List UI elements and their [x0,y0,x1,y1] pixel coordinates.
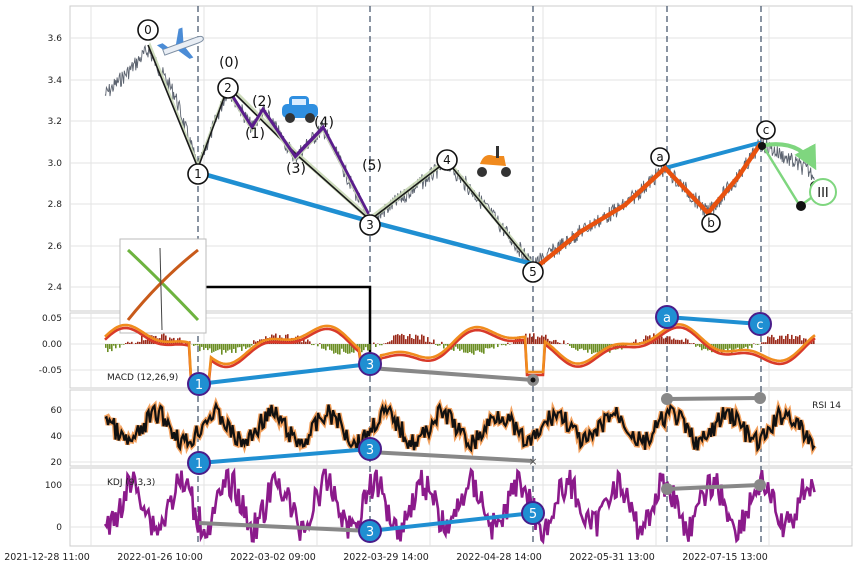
y-tick-label: 100 [45,481,62,491]
x-tick-label: 2022-07-15 13:00 [682,552,768,563]
svg-text:1: 1 [194,167,202,181]
svg-text:c: c [763,123,770,137]
svg-text:3: 3 [366,443,374,458]
wave-label-2: 2 [218,78,238,98]
indicator-marker-1: 1 [188,452,210,474]
y-tick-label: 3.2 [48,117,62,127]
rsi-x-marker: × [528,455,537,468]
svg-text:5: 5 [529,265,537,279]
x-tick-label: 2022-03-02 09:00 [230,552,316,563]
x-tick-labels: 2021-12-28 11:00 2022-01-26 10:00 2022-03-… [4,552,768,563]
svg-text:1: 1 [195,457,203,472]
x-tick-label: 2022-03-29 14:00 [343,552,429,563]
sub-wave-label: (3) [286,161,306,177]
x-tick-label: 2021-12-28 11:00 [4,552,90,563]
rsi-gray-dot-a [661,393,673,405]
svg-text:c: c [756,318,763,333]
corrective-label-b: b [702,214,720,232]
sub-wave-label: (5) [362,158,382,174]
y-tick-label: 3.6 [48,34,63,44]
x-tick-label: 2022-05-31 13:00 [569,552,655,563]
svg-text:5: 5 [529,507,537,522]
wave-label-4: 4 [437,150,457,170]
svg-text:3: 3 [366,218,374,232]
y-tick-label: 0 [56,523,62,533]
y-tick-label: 2.8 [48,200,63,210]
y-tick-label: 0.05 [42,314,62,324]
wave-label-5: 5 [523,262,543,282]
macd-label: MACD (12,26,9) [107,373,178,383]
corrective-label-c: c [757,121,775,139]
projection-label: III [810,179,836,205]
rsi-label: RSI 14 [812,401,841,411]
projection-dot-top [758,142,766,150]
kdj-label: KDJ (9,3,3) [107,478,155,488]
rsi-divergence-gray-2 [667,398,760,399]
y-tick-label: 3.0 [48,159,63,169]
thumbnail-chart-icon [120,239,206,333]
y-tick-labels: 3.6 3.4 3.2 3.0 2.8 2.6 2.4 0.05 0.00 -0.05 60 40 20… [39,34,63,533]
y-tick-label: 40 [51,432,63,442]
macd-gray-dot-inner [531,378,536,383]
indicator-marker-1: 1 [188,373,210,395]
y-tick-label: 2.6 [48,242,63,252]
indicator-marker-3: 3 [359,353,381,375]
wave-label-0: 0 [138,20,158,40]
svg-text:a: a [656,150,663,164]
corrective-label-a: a [651,148,669,166]
y-tick-label: 2.4 [48,283,63,293]
indicator-marker-a: a [656,306,678,328]
projection-dot-low [796,201,806,211]
sub-wave-label: (0) [219,55,239,71]
svg-text:3: 3 [366,525,374,540]
indicator-marker-3: 3 [359,438,381,460]
wave-label-3: 3 [360,215,380,235]
indicator-marker-c: c [749,313,771,335]
sub-wave-label: (4) [314,115,334,131]
wave-label-1: 1 [188,164,208,184]
x-tick-label: 2022-01-26 10:00 [117,552,203,563]
svg-text:1: 1 [195,378,203,393]
indicator-marker-3: 3 [359,520,381,542]
svg-text:b: b [707,216,715,230]
svg-text:III: III [817,186,829,201]
indicator-marker-5: 5 [522,502,544,524]
rsi-gray-dot-c [754,392,766,404]
y-tick-label: 20 [51,458,63,468]
y-tick-label: -0.05 [39,366,62,376]
y-tick-label: 0.00 [42,340,62,350]
svg-text:2: 2 [224,81,232,95]
svg-text:3: 3 [366,358,374,373]
x-tick-label: 2022-04-28 14:00 [456,552,542,563]
kdj-gray-dot-a [661,483,673,495]
svg-text:4: 4 [443,153,451,167]
sub-wave-label: (2) [252,94,272,110]
sub-wave-label: (1) [245,126,265,142]
svg-text:0: 0 [144,23,152,37]
svg-text:a: a [663,311,671,326]
y-tick-label: 60 [51,406,63,416]
y-tick-label: 3.4 [48,76,63,86]
kdj-gray-dot-c [754,479,766,491]
